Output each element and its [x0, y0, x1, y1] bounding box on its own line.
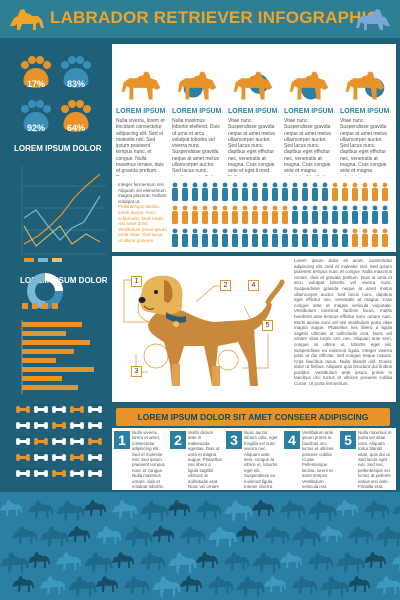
dog-anatomy-illustration [123, 275, 285, 386]
people-pictogram [172, 182, 388, 247]
chart-note-text: Vestibulum purus ipsum porta vitae. Sed … [118, 226, 167, 243]
paw-icon [21, 56, 51, 88]
step-number: 2 [170, 431, 186, 449]
section-heading: LOREM IPSUM DOLOR [20, 276, 108, 285]
step-text: Nunc auctor dictum odio, eget fringilla … [244, 430, 278, 488]
header-bar: LABRADOR RETRIEVER INFOGRAPHIC [0, 0, 400, 38]
step-number: 1 [114, 431, 130, 449]
dog-card-text: Vitae nunc. Suspendisse gravida neque at… [284, 118, 332, 176]
paw-icon [21, 100, 51, 132]
dog-card-illustration [289, 71, 329, 100]
dog-card-illustration [177, 71, 217, 100]
step-number: 3 [226, 431, 242, 449]
page-title: LABRADOR RETRIEVER INFOGRAPHIC [50, 8, 380, 27]
step-text: Morbi dictum ante in malesuada egestas. … [188, 430, 222, 488]
paw-percentage: 83% [66, 79, 85, 89]
dog-card-text: Nulla maximus lobortis eleifend. Duis ut… [172, 118, 220, 176]
chart-note-text: Integer fermentum nisi. Aliquam vel elem… [118, 182, 167, 204]
paw-icon [61, 56, 91, 88]
decorative-line-chart [21, 166, 106, 262]
dog-card-illustration [345, 71, 385, 100]
anatomy-callout: 3 [131, 366, 142, 377]
section-heading: LOREM IPSUM DOLOR [14, 144, 102, 153]
dog-card-title: LOREM IPSUM [340, 108, 390, 115]
dog-card-title: LOREM IPSUM [284, 108, 334, 115]
dog-card-title: LOREM IPSUM [172, 108, 222, 115]
anatomy-callout: 5 [262, 320, 273, 331]
paw-percentage: 92% [26, 123, 45, 133]
anatomy-text-panel [290, 256, 396, 402]
paw-percentage: 64% [66, 123, 85, 133]
dog-card-illustration [233, 71, 273, 100]
left-column [8, 44, 108, 488]
chart-note: Integer fermentum nisi. Aliquam vel elem… [118, 182, 168, 248]
anatomy-callout: 1 [131, 276, 142, 287]
section-banner: LOREM IPSUM DOLOR SIT AMET CONSEER ADIPI… [116, 408, 390, 426]
step-number: 4 [284, 431, 300, 449]
dog-card-title: LOREM IPSUM [116, 108, 166, 115]
dog-silhouette-icon [356, 9, 390, 30]
step-text: Nulla maximus in porta vel vitae urna. A… [358, 430, 392, 488]
anatomy-callout: 4 [248, 280, 259, 291]
paw-percentage: 17% [26, 79, 45, 89]
dog-card-text: Vitae nunc. Suspendisse gravida neque at… [340, 118, 387, 176]
dog-silhouette-icon [10, 9, 44, 30]
dog-silhouettes-pattern [0, 499, 400, 597]
dog-card-text: Nulla viverra, lorem et tincidunt consec… [116, 118, 165, 176]
chart-note-text: Pellentesque lacinia, lorem auctor, nunc… [118, 204, 164, 227]
step-text: Vestibulum ante ipsum primis in faucibus… [302, 430, 334, 488]
paw-icon [61, 100, 91, 132]
decorative-bar-chart [21, 320, 94, 394]
step-text: Nulla viverra, lorem et amet, consectetu… [132, 430, 165, 488]
dog-card-text: Vitae nunc. Suspendisse gravida neque at… [228, 118, 275, 176]
decorative-bones [16, 406, 102, 477]
anatomy-callout: 2 [220, 280, 231, 291]
decorative-legend [22, 303, 58, 309]
step-number: 5 [340, 431, 356, 449]
dog-card-title: LOREM IPSUM [228, 108, 278, 115]
dog-card-illustration [121, 71, 161, 100]
anatomy-description: Lorem ipsum dolor sit amet, consectetur … [294, 258, 392, 387]
